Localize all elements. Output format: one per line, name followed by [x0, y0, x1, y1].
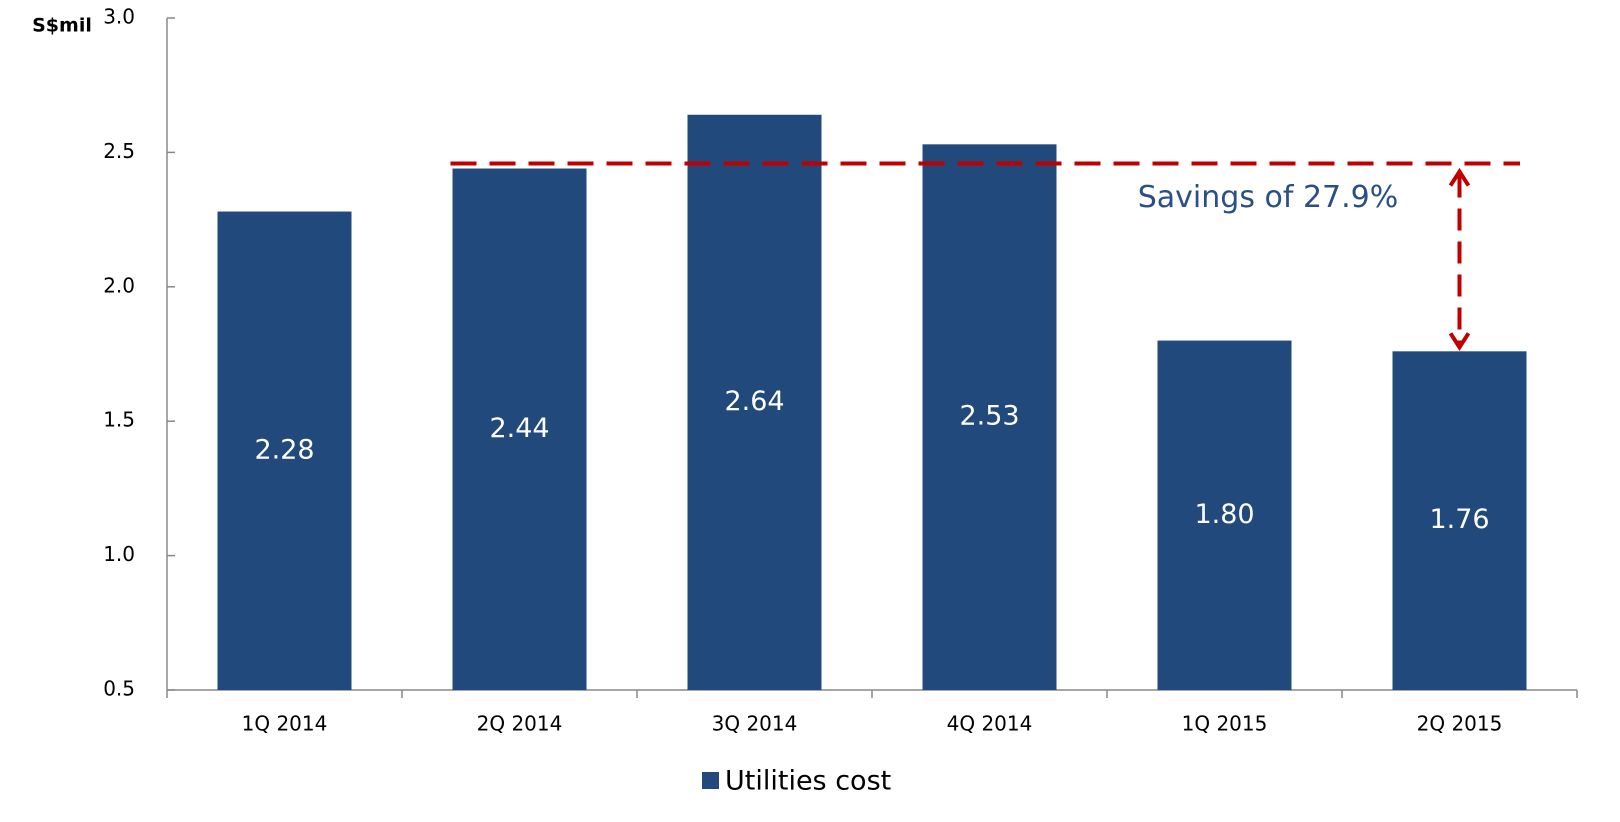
value-label: 2.28 [254, 434, 314, 465]
value-label: 1.80 [1194, 499, 1254, 530]
y-tick-label: 0.5 [103, 677, 135, 701]
annotation: Savings of 27.9% [1138, 180, 1399, 215]
value-label: 1.76 [1429, 504, 1489, 535]
x-tick-label: 1Q 2014 [242, 712, 328, 736]
y-axis-label: S$mil [32, 15, 92, 37]
bar [1157, 340, 1292, 690]
bar [687, 114, 822, 690]
value-label: 2.53 [959, 401, 1019, 432]
x-tick-label: 2Q 2015 [1417, 712, 1503, 736]
value-label: 2.44 [489, 413, 549, 444]
arrow-head [1448, 167, 1471, 187]
x-tick-label: 4Q 2014 [947, 712, 1033, 736]
x-tick-label: 3Q 2014 [712, 712, 798, 736]
legend-swatch [702, 772, 719, 789]
legend-label: Utilities cost [725, 766, 891, 797]
bar [452, 168, 587, 690]
bar [922, 144, 1057, 690]
bar [217, 211, 352, 690]
y-tick-label: 3.0 [103, 5, 135, 29]
value-label: 2.64 [724, 386, 784, 417]
y-tick-label: 1.5 [103, 408, 135, 432]
x-tick-label: 1Q 2015 [1182, 712, 1268, 736]
x-tick-label: 2Q 2014 [477, 712, 563, 736]
y-tick-label: 2.0 [103, 273, 135, 297]
bar [1392, 351, 1527, 690]
y-tick-label: 1.0 [103, 542, 135, 566]
arrow-head [1448, 332, 1471, 352]
y-tick-label: 2.5 [103, 139, 135, 163]
